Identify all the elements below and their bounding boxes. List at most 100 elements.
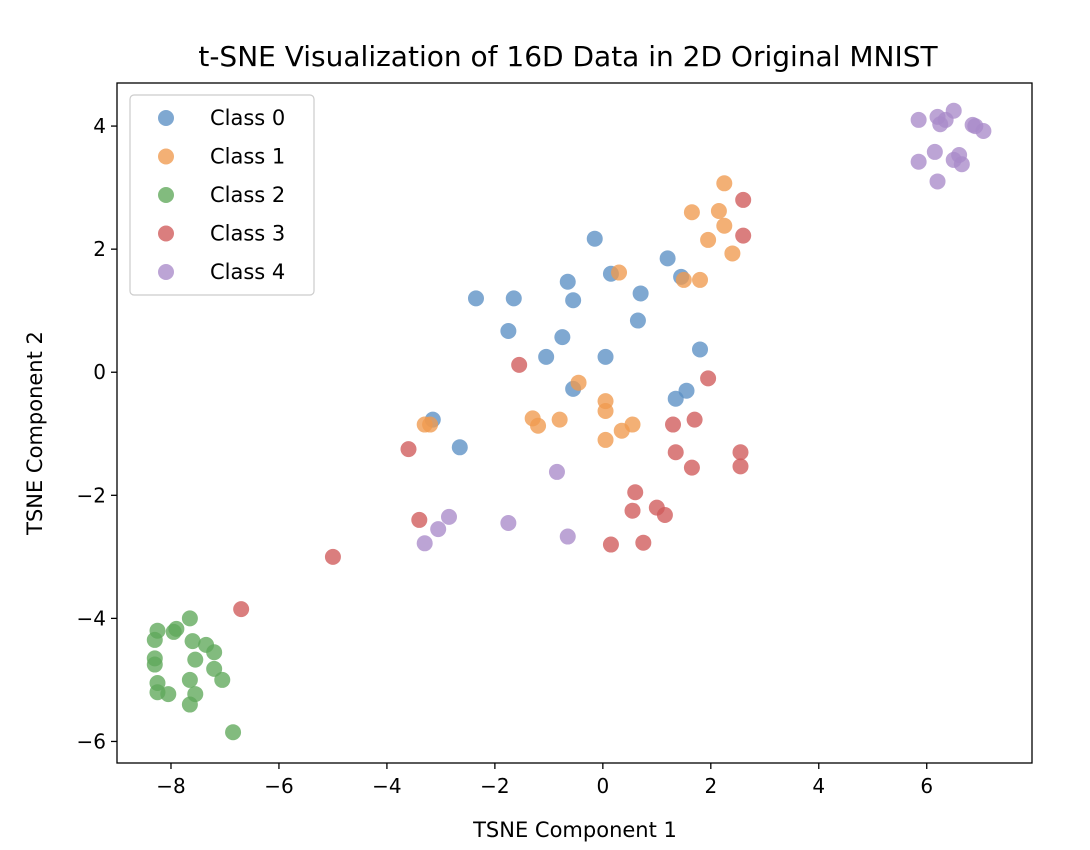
data-point <box>551 411 568 428</box>
data-point <box>700 370 717 387</box>
data-point <box>548 463 565 480</box>
legend-marker <box>158 187 174 203</box>
data-point <box>416 416 433 433</box>
legend-label: Class 3 <box>210 222 285 246</box>
data-point <box>440 508 457 525</box>
legend-label: Class 4 <box>210 260 285 284</box>
data-point <box>206 660 223 677</box>
data-point <box>538 348 555 365</box>
data-point <box>430 521 447 538</box>
x-tick-label: −8 <box>156 774 185 798</box>
data-point <box>683 459 700 476</box>
legend-label: Class 2 <box>210 183 285 207</box>
data-point <box>975 123 992 139</box>
data-point <box>181 696 198 713</box>
data-point <box>511 356 528 373</box>
data-point <box>692 271 709 288</box>
axis-ticks: −8 −6 −4 −2 0 2 4 6 −6 −4 −2 0 2 4 <box>77 114 934 798</box>
data-point <box>929 173 946 190</box>
data-point <box>324 548 341 565</box>
data-point <box>416 535 433 552</box>
data-point <box>732 458 749 475</box>
data-point <box>146 656 163 673</box>
y-tick-label: −2 <box>77 483 106 507</box>
data-point <box>233 601 250 618</box>
data-point <box>629 312 646 329</box>
series-class-0 <box>424 230 709 456</box>
data-point <box>225 724 242 741</box>
data-point <box>559 528 576 545</box>
data-point <box>686 411 703 428</box>
data-point <box>597 431 614 448</box>
x-tick-label: 0 <box>596 774 609 798</box>
y-axis-label: TSNE Component 2 <box>23 331 47 536</box>
data-point <box>675 271 692 288</box>
data-point <box>716 217 733 234</box>
data-point <box>597 348 614 365</box>
y-tick-label: 2 <box>93 237 106 261</box>
data-point <box>665 416 682 433</box>
series-class-4 <box>416 102 992 552</box>
data-point <box>627 484 644 501</box>
data-point <box>667 444 684 461</box>
x-tick-label: −6 <box>264 774 293 798</box>
data-point <box>467 290 484 307</box>
x-tick-label: 2 <box>704 774 717 798</box>
series-class-3 <box>233 191 752 618</box>
plot-frame <box>116 82 1033 764</box>
data-point <box>910 111 927 128</box>
data-point <box>910 153 927 170</box>
y-tick-label: −6 <box>77 729 106 753</box>
y-tick-label: 0 <box>93 360 106 384</box>
data-point <box>530 417 547 434</box>
data-point <box>724 245 741 262</box>
x-axis-label: TSNE Component 1 <box>472 818 677 842</box>
data-point <box>181 610 198 627</box>
data-point <box>716 175 733 192</box>
legend-marker <box>158 264 174 280</box>
data-point <box>926 143 943 160</box>
data-point <box>932 116 949 133</box>
data-point <box>500 515 517 531</box>
y-tick-label: −4 <box>77 606 106 630</box>
x-tick-label: −2 <box>480 774 509 798</box>
data-point <box>181 671 198 688</box>
data-point <box>735 191 752 208</box>
legend-label: Class 0 <box>210 106 285 130</box>
data-point <box>700 231 717 248</box>
data-point <box>953 156 970 173</box>
data-point <box>206 644 223 661</box>
legend: Class 0 Class 1 Class 2 Class 3 Class 4 <box>129 94 315 296</box>
data-point <box>451 439 468 456</box>
data-point <box>710 203 727 219</box>
legend-marker <box>158 225 174 242</box>
data-point <box>570 374 587 391</box>
legend-marker <box>158 148 174 165</box>
data-point <box>554 329 571 346</box>
data-point <box>184 633 201 650</box>
legend-marker <box>158 110 174 126</box>
data-points <box>146 102 992 741</box>
x-tick-label: 4 <box>812 774 825 798</box>
data-point <box>160 686 177 703</box>
data-point <box>611 264 628 281</box>
data-point <box>597 403 614 419</box>
data-point <box>624 502 641 519</box>
data-point <box>602 536 619 553</box>
data-point <box>667 390 684 407</box>
data-point <box>692 341 709 358</box>
series-class-2 <box>146 610 242 741</box>
legend-box <box>129 94 315 296</box>
data-point <box>187 651 204 668</box>
data-point <box>732 444 749 461</box>
data-point <box>214 671 231 688</box>
data-point <box>659 250 676 267</box>
data-point <box>165 623 182 640</box>
data-point <box>586 230 603 247</box>
data-point <box>559 273 576 290</box>
series-class-1 <box>416 175 741 448</box>
data-point <box>632 285 649 302</box>
data-point <box>656 507 673 523</box>
legend-label: Class 1 <box>210 145 285 169</box>
